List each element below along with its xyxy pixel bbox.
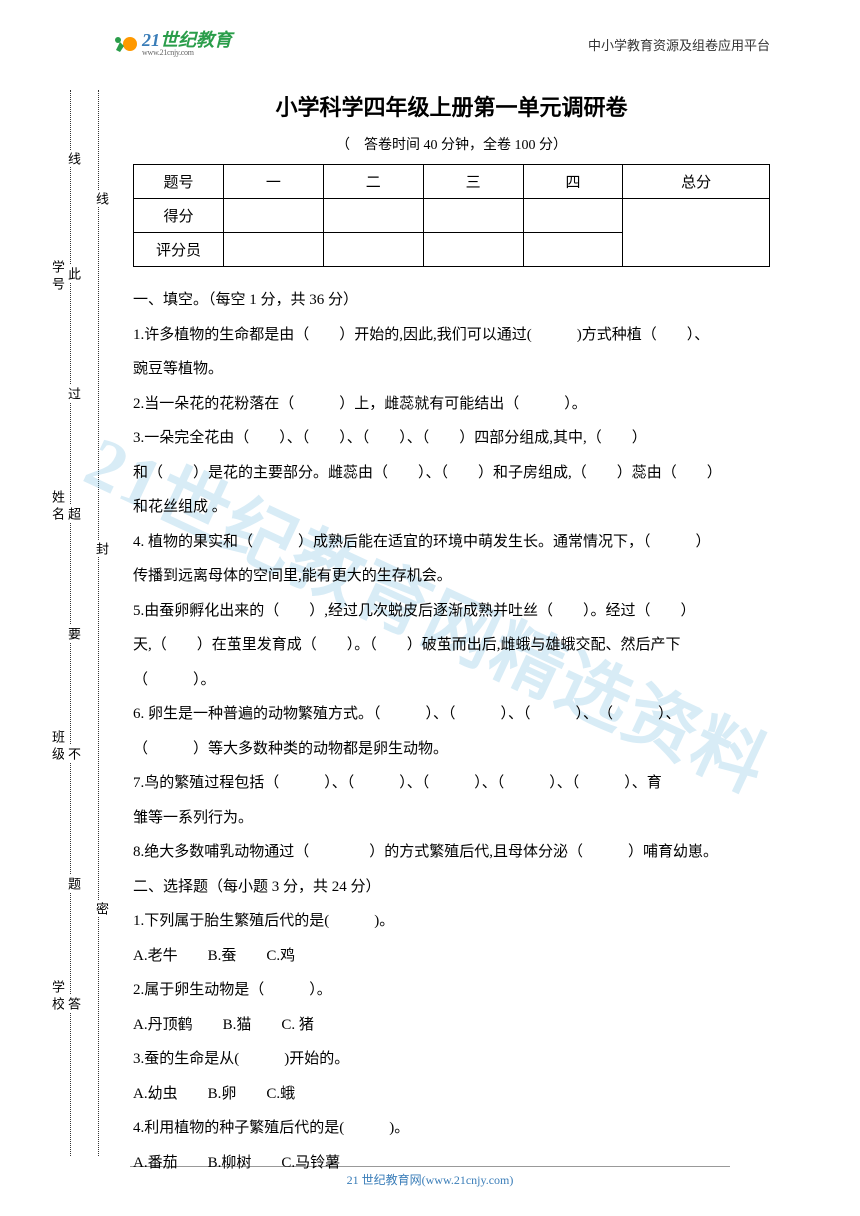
c4-opts: A.番茄 B.柳树 C.马铃薯 — [133, 1146, 770, 1181]
c2-opts: A.丹顶鹤 B.猫 C. 猪 — [133, 1008, 770, 1043]
q7-line1: 7.鸟的繁殖过程包括（ ）、（ ）、（ ）、（ ）、（ ）、育 — [133, 766, 770, 801]
table-row: 得分 — [134, 199, 770, 233]
outer-char-6: 过 — [64, 385, 83, 402]
th-3: 三 — [423, 165, 523, 199]
td-blank — [423, 199, 523, 233]
inner-char-2: 封 — [92, 540, 111, 557]
td-blank — [523, 233, 623, 267]
inner-char-1: 密 — [92, 900, 111, 917]
td-score-label: 得分 — [134, 199, 224, 233]
q6-line1: 6. 卵生是一种普遍的动物繁殖方式。（ ）、（ ）、（ ）、 （ ）、 — [133, 697, 770, 732]
q3-line1: 3.一朵完全花由（ ）、（ ）、（ ）、（ ）四部分组成,其中,（ ） — [133, 421, 770, 456]
inner-char-3: 线 — [92, 190, 111, 207]
td-blank — [523, 199, 623, 233]
binding-margin: 学校 班级 姓名 学号 答 题 不 要 超 过 此 线 密 封 线 — [70, 90, 125, 1156]
q5-line2: 天,（ ）在茧里发育成（ ）。（ ）破茧而出后,雌蛾与雄蛾交配、然后产下 — [133, 628, 770, 663]
table-row: 题号 一 二 三 四 总分 — [134, 165, 770, 199]
th-1: 一 — [224, 165, 324, 199]
c4: 4.利用植物的种子繁殖后代的是( )。 — [133, 1111, 770, 1146]
outer-char-5: 超 — [64, 505, 83, 522]
th-num: 题号 — [134, 165, 224, 199]
outer-char-7: 此 — [64, 265, 83, 282]
th-total: 总分 — [623, 165, 770, 199]
score-table: 题号 一 二 三 四 总分 得分 评分员 — [133, 164, 770, 267]
section-2-header: 二、选择题（每小题 3 分，共 24 分） — [133, 870, 770, 905]
td-total-blank — [623, 199, 770, 267]
td-blank — [423, 233, 523, 267]
td-blank — [323, 199, 423, 233]
outer-char-2: 题 — [64, 875, 83, 892]
th-2: 二 — [323, 165, 423, 199]
q5-line1: 5.由蚕卵孵化出来的（ ）,经过几次蜕皮后逐渐成熟并吐丝（ ）。经过（ ） — [133, 594, 770, 629]
logo-main-21: 21 — [142, 30, 160, 50]
logo-main-text: 世纪教育 — [160, 30, 232, 50]
logo-url: www.21cnjy.com — [142, 49, 232, 57]
c3: 3.蚕的生命是从( )开始的。 — [133, 1042, 770, 1077]
exam-subtitle: （ 答卷时间 40 分钟，全卷 100 分） — [133, 134, 770, 154]
logo-icon — [110, 30, 138, 58]
outer-char-4: 要 — [64, 625, 83, 642]
q5-line3: （ ）。 — [133, 663, 770, 698]
td-blank — [224, 233, 324, 267]
q3-line2: 和（ ）是花的主要部分。雌蕊由（ ）、（ ）和子房组成,（ ）蕊由（ ） — [133, 456, 770, 491]
logo: 21世纪教育 www.21cnjy.com — [110, 30, 232, 58]
section-1-header: 一、填空。（每空 1 分，共 36 分） — [133, 283, 770, 318]
td-blank — [224, 199, 324, 233]
c2: 2.属于卵生动物是（ ）。 — [133, 973, 770, 1008]
th-4: 四 — [523, 165, 623, 199]
q1-line1: 1.许多植物的生命都是由（ ）开始的,因此,我们可以通过( )方式种植（ ）、 — [133, 318, 770, 353]
content-area: 小学科学四年级上册第一单元调研卷 （ 答卷时间 40 分钟，全卷 100 分） … — [133, 90, 770, 1180]
page-header: 21世纪教育 www.21cnjy.com 中小学教育资源及组卷应用平台 — [0, 30, 860, 58]
exam-title: 小学科学四年级上册第一单元调研卷 — [133, 90, 770, 122]
td-grader-label: 评分员 — [134, 233, 224, 267]
q1-line2: 豌豆等植物。 — [133, 352, 770, 387]
c1-opts: A.老牛 B.蚕 C.鸡 — [133, 939, 770, 974]
q4-line1: 4. 植物的果实和（ ）成熟后能在适宜的环境中萌发生长。通常情况下，（ ） — [133, 525, 770, 560]
q3-line3: 和花丝组成 。 — [133, 490, 770, 525]
dotted-line-inner — [98, 90, 99, 1156]
q4-line2: 传播到远离母体的空间里,能有更大的生存机会。 — [133, 559, 770, 594]
q6-line2: （ ）等大多数种类的动物都是卵生动物。 — [133, 732, 770, 767]
q2: 2.当一朵花的花粉落在（ ）上，雌蕊就有可能结出（ ）。 — [133, 387, 770, 422]
outer-char-3: 不 — [64, 745, 83, 762]
outer-char-8: 线 — [64, 150, 83, 167]
header-right-text: 中小学教育资源及组卷应用平台 — [588, 35, 770, 54]
logo-text: 21世纪教育 www.21cnjy.com — [142, 31, 232, 57]
c1: 1.下列属于胎生繁殖后代的是( )。 — [133, 904, 770, 939]
q8: 8.绝大多数哺乳动物通过（ ）的方式繁殖后代,且母体分泌（ ）哺育幼崽。 — [133, 835, 770, 870]
td-blank — [323, 233, 423, 267]
outer-char-1: 答 — [64, 995, 83, 1012]
q7-line2: 雏等一系列行为。 — [133, 801, 770, 836]
questions: 一、填空。（每空 1 分，共 36 分） 1.许多植物的生命都是由（ ）开始的,… — [133, 283, 770, 1180]
c3-opts: A.幼虫 B.卵 C.蛾 — [133, 1077, 770, 1112]
